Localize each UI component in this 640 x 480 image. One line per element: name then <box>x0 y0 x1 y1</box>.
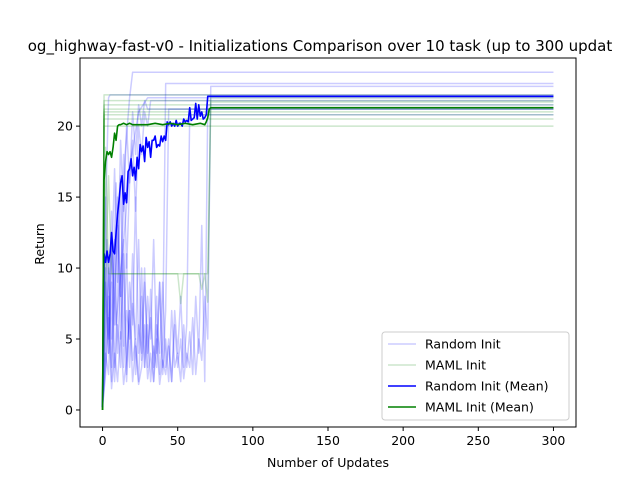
y-tick-label: 15 <box>57 190 73 205</box>
y-tick-label: 20 <box>57 119 73 134</box>
y-axis-title: Return <box>32 223 47 264</box>
legend-label: Random Init (Mean) <box>425 379 549 394</box>
chart-title: og_highway-fast-v0 - Initializations Com… <box>28 37 613 56</box>
legend-label: Random Init <box>425 337 501 352</box>
run-line <box>101 114 554 408</box>
series-maml-init-mean--line <box>101 106 554 410</box>
axes: 0 50 100 150 200 250 300 0 5 10 15 20 <box>57 57 577 448</box>
run-line <box>101 99 554 408</box>
x-tick-label: 300 <box>542 433 566 448</box>
run-line <box>101 104 554 408</box>
legend-label: MAML Init (Mean) <box>425 400 534 415</box>
run-line <box>101 71 554 408</box>
x-tick-label: 200 <box>391 433 415 448</box>
series-random-init-mean--line <box>101 95 554 408</box>
y-tick-label: 5 <box>65 332 73 347</box>
x-tick-label: 250 <box>466 433 490 448</box>
series-random-init-runs <box>101 71 554 408</box>
x-tick-label: 100 <box>241 433 265 448</box>
x-tick-label: 50 <box>170 433 186 448</box>
run-line <box>101 101 554 410</box>
run-line <box>101 85 554 408</box>
run-line <box>101 96 554 410</box>
legend-frame <box>381 331 570 421</box>
legend-label: MAML Init <box>425 358 486 373</box>
x-tick-label: 0 <box>99 433 107 448</box>
legend: Random Init MAML Init Random Init (Mean) MA… <box>381 331 570 421</box>
y-tick-label: 10 <box>57 261 73 276</box>
run-line <box>101 82 554 408</box>
run-line <box>101 99 554 408</box>
run-line <box>101 108 554 408</box>
y-tick-label: 0 <box>65 402 73 417</box>
x-tick-label: 150 <box>316 433 340 448</box>
plot-area <box>101 71 554 410</box>
x-axis-title: Number of Updates <box>267 455 389 470</box>
